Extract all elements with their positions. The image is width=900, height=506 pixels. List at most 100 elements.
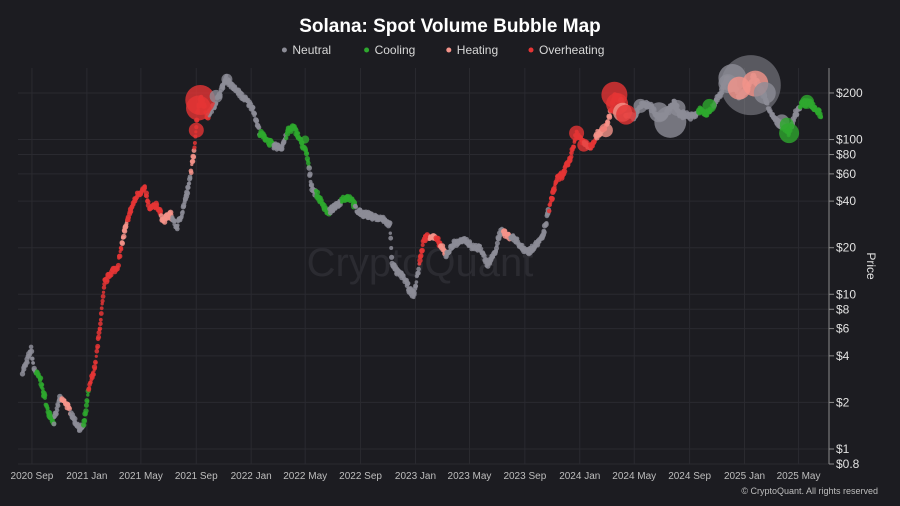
large-bubble-overheating — [186, 95, 211, 121]
large-bubble-overheating — [569, 125, 585, 141]
x-tick-label: 2023 Jan — [395, 471, 436, 482]
x-tick-label: 2023 May — [448, 471, 492, 482]
y-tick-label: $60 — [836, 167, 856, 181]
bubble-cooling — [45, 406, 50, 410]
bubble-neutral — [479, 246, 484, 251]
legend-item-neutral[interactable]: Neutral — [281, 43, 331, 57]
bubbles-layer — [19, 72, 824, 433]
bubble-heating — [121, 233, 127, 240]
large-bubble-cooling — [702, 98, 717, 113]
bubble-overheating — [568, 154, 574, 159]
bubble-cooling — [86, 393, 90, 397]
bubble-cooling — [295, 131, 301, 136]
y-tick-label: $10 — [836, 287, 856, 301]
bubble-overheating — [572, 144, 576, 149]
bubble-neutral — [184, 190, 191, 197]
bubble-neutral — [388, 231, 392, 235]
x-tick-label: 2021 May — [119, 471, 163, 482]
bubble-overheating — [192, 145, 197, 150]
bubble-neutral — [416, 266, 421, 272]
bubble-neutral — [174, 226, 180, 232]
bubble-neutral — [405, 280, 411, 286]
bubble-neutral — [389, 246, 394, 250]
large-bubble-cooling — [779, 117, 794, 132]
bubble-overheating — [100, 298, 105, 304]
bubble-cooling — [305, 151, 309, 156]
large-bubble-overheating — [616, 104, 637, 125]
bubble-neutral — [187, 181, 192, 186]
y-tick-label: $8 — [836, 302, 850, 316]
x-ticks: 2020 Sep 2021 Jan 2021 May 2021 Sep 2022 Jan… — [11, 471, 821, 482]
large-bubble-neutral — [221, 73, 233, 85]
bubble-neutral — [55, 408, 60, 413]
bubble-neutral — [30, 356, 35, 361]
bubble-overheating — [127, 216, 131, 220]
bubble-overheating — [93, 366, 97, 371]
y-tick-label: $100 — [836, 133, 863, 147]
bubble-overheating — [126, 218, 131, 223]
bubble-overheating — [143, 186, 147, 190]
bubble-overheating — [96, 330, 102, 336]
large-bubbles-layer — [185, 55, 815, 152]
bubble-neutral — [256, 125, 262, 130]
legend: Neutral Cooling Heating Overheating — [281, 43, 605, 57]
chart-title: Solana: Spot Volume Bubble Map — [299, 16, 601, 37]
x-tick-label: 2020 Sep — [11, 471, 54, 482]
bubble-neutral — [28, 344, 34, 350]
bubble-overheating — [158, 208, 164, 214]
bubble-overheating — [549, 196, 555, 202]
large-bubble-overheating — [188, 122, 204, 138]
bubble-neutral — [414, 280, 419, 284]
legend-item-cooling[interactable]: Cooling — [364, 43, 415, 57]
bubble-overheating — [115, 262, 121, 269]
bubble-overheating — [94, 349, 100, 354]
bubble-neutral — [494, 240, 500, 246]
x-tick-label: 2022 May — [283, 471, 327, 482]
bubble-overheating — [94, 361, 98, 365]
y-tick-label: $20 — [836, 241, 856, 255]
bubble-neutral — [307, 171, 313, 177]
bubble-neutral — [182, 204, 187, 209]
bubble-neutral — [388, 235, 394, 241]
large-bubble-neutral — [633, 98, 648, 113]
bubble-neutral — [28, 348, 35, 354]
bubble-neutral — [541, 229, 547, 235]
bubble-neutral — [306, 165, 313, 171]
legend-marker — [528, 47, 534, 53]
bubble-overheating — [98, 317, 103, 322]
legend-label: Heating — [457, 43, 498, 57]
bubble-neutral — [254, 119, 260, 124]
legend-item-overheating[interactable]: Overheating — [528, 43, 605, 57]
grid-lines — [18, 68, 829, 465]
bubble-overheating — [97, 326, 103, 332]
bubble-overheating — [192, 141, 197, 145]
legend-label: Neutral — [292, 43, 331, 57]
bubble-overheating — [546, 208, 552, 214]
bubble-overheating — [89, 380, 93, 385]
x-tick-label: 2021 Jan — [66, 471, 107, 482]
legend-marker — [364, 47, 370, 53]
legend-marker — [446, 47, 452, 53]
bubble-neutral — [25, 360, 30, 365]
bubble-overheating — [552, 185, 557, 190]
bubble-neutral — [21, 366, 27, 372]
copyright-credit: © CryptoQuant. All rights reserved — [741, 486, 878, 496]
legend-item-heating[interactable]: Heating — [446, 43, 498, 57]
bubble-neutral — [51, 421, 57, 427]
bubble-heating — [66, 405, 73, 412]
large-bubble-neutral — [209, 89, 223, 103]
bubble-neutral — [210, 109, 214, 114]
bubble-heating — [119, 240, 125, 246]
bubble-heating — [189, 170, 194, 175]
bubble-overheating — [99, 306, 104, 311]
bubble-neutral — [387, 220, 393, 226]
bubble-cooling — [40, 382, 45, 387]
y-ticks: $0.8$1 $2 $4 $6 $8$10 $20 $40 $60 $80$100 $200 — [829, 86, 863, 471]
y-tick-label: $80 — [836, 148, 856, 162]
bubble-neutral — [389, 254, 395, 260]
bubble-overheating — [417, 257, 423, 264]
bubble-overheating — [91, 372, 96, 377]
x-tick-label: 2024 Jan — [559, 471, 600, 482]
bubble-cooling — [818, 115, 824, 120]
